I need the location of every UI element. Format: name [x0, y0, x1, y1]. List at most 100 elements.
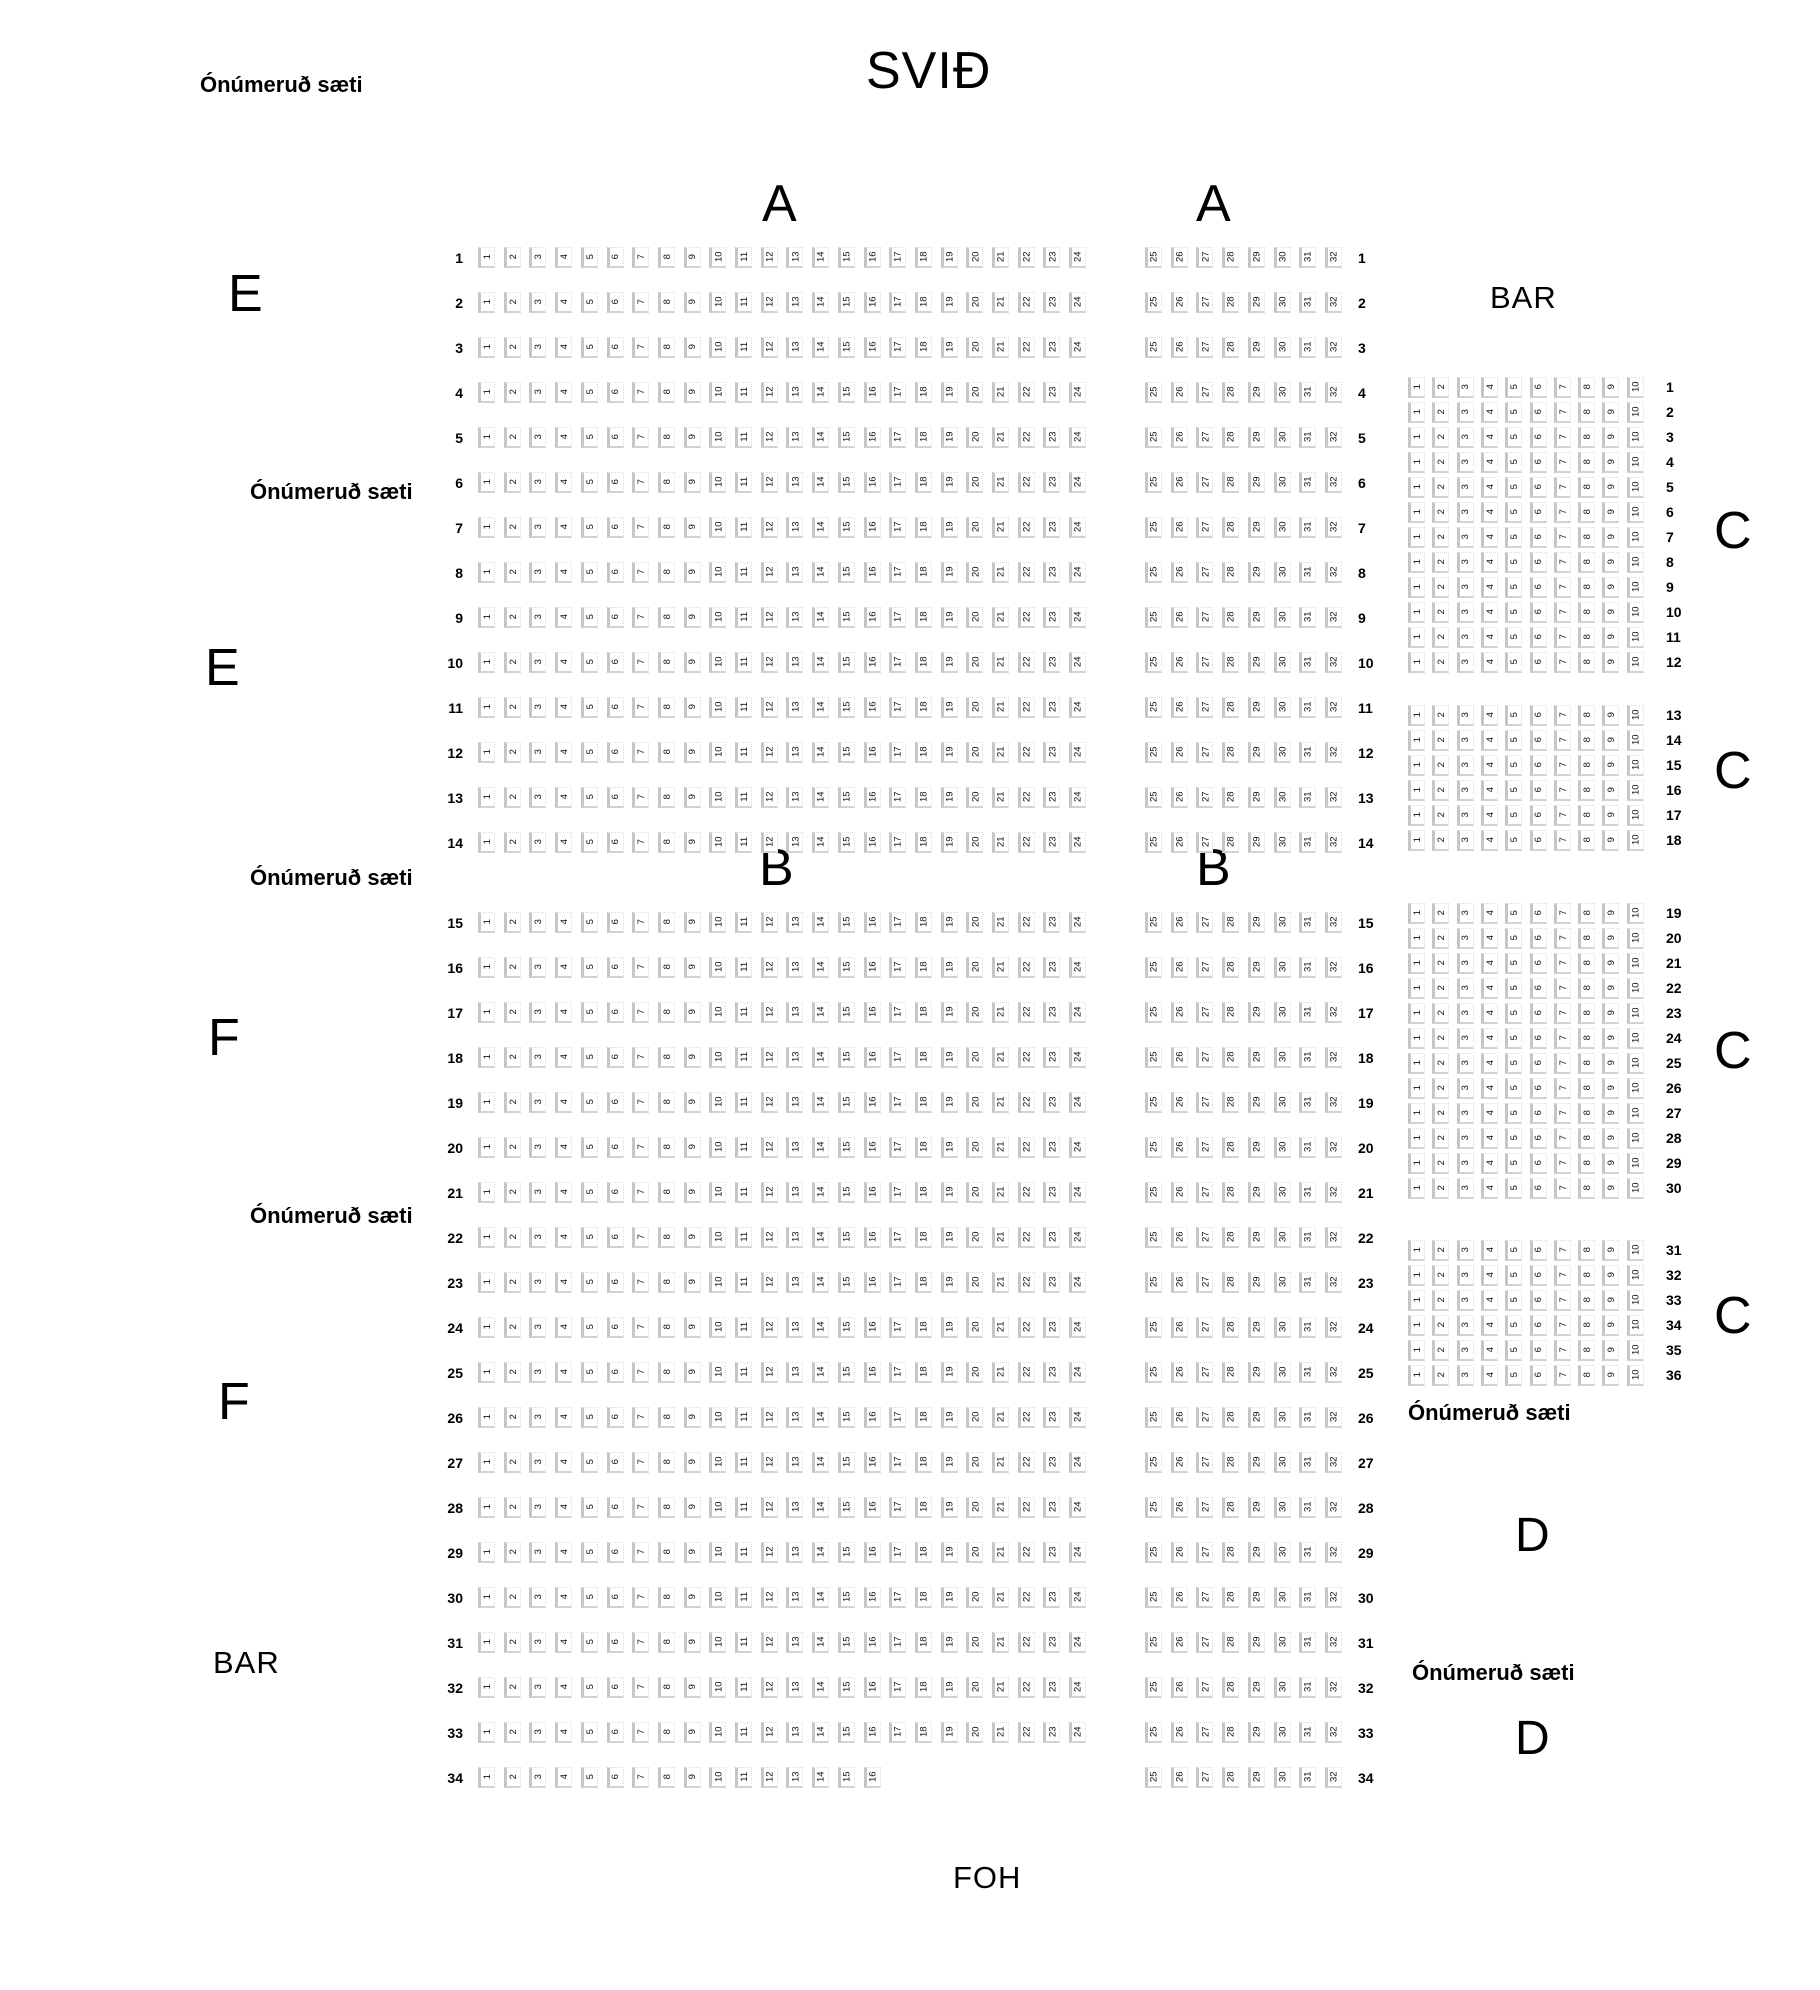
seat-main-4-3[interactable]: 3: [529, 382, 547, 403]
seat-main-7-5[interactable]: 5: [580, 517, 598, 538]
seat-c-26-10[interactable]: 10: [1626, 1078, 1644, 1099]
seat-main-19-25[interactable]: 25: [1145, 1092, 1162, 1113]
seat-main-15-16[interactable]: 16: [863, 912, 881, 933]
seat-main-6-21[interactable]: 21: [992, 472, 1009, 493]
seat-main-18-6[interactable]: 6: [606, 1047, 624, 1068]
seat-c-4-10[interactable]: 10: [1626, 452, 1644, 473]
seat-main-20-10[interactable]: 10: [709, 1137, 727, 1158]
seat-main-11-1[interactable]: 1: [478, 697, 495, 718]
seat-main-27-3[interactable]: 3: [529, 1452, 547, 1473]
seat-c-36-8[interactable]: 8: [1578, 1365, 1596, 1386]
seat-main-21-10[interactable]: 10: [709, 1182, 727, 1203]
seat-main-30-11[interactable]: 11: [735, 1587, 752, 1608]
seat-c-6-3[interactable]: 3: [1456, 502, 1474, 523]
seat-main-1-6[interactable]: 6: [606, 247, 624, 268]
seat-main-25-11[interactable]: 11: [735, 1362, 752, 1383]
seat-main-25-27[interactable]: 27: [1196, 1362, 1214, 1383]
seat-main-10-30[interactable]: 30: [1273, 652, 1291, 673]
seat-main-2-9[interactable]: 9: [683, 292, 701, 313]
seat-c-3-7[interactable]: 7: [1553, 427, 1571, 448]
seat-main-32-30[interactable]: 30: [1273, 1677, 1291, 1698]
seat-main-34-5[interactable]: 5: [580, 1767, 598, 1788]
seat-main-16-5[interactable]: 5: [580, 957, 598, 978]
seat-main-30-17[interactable]: 17: [889, 1587, 907, 1608]
seat-c-25-6[interactable]: 6: [1529, 1053, 1547, 1074]
seat-main-18-17[interactable]: 17: [889, 1047, 907, 1068]
seat-main-7-18[interactable]: 18: [914, 517, 932, 538]
seat-main-5-14[interactable]: 14: [812, 427, 830, 448]
seat-main-7-14[interactable]: 14: [812, 517, 830, 538]
seat-main-2-31[interactable]: 31: [1299, 292, 1317, 313]
seat-main-21-27[interactable]: 27: [1196, 1182, 1214, 1203]
seat-c-18-7[interactable]: 7: [1553, 830, 1571, 851]
seat-main-26-9[interactable]: 9: [683, 1407, 701, 1428]
seat-c-24-3[interactable]: 3: [1456, 1028, 1474, 1049]
seat-main-27-25[interactable]: 25: [1145, 1452, 1162, 1473]
seat-c-14-8[interactable]: 8: [1578, 730, 1596, 751]
seat-main-12-32[interactable]: 32: [1324, 742, 1342, 763]
seat-main-21-11[interactable]: 11: [735, 1182, 752, 1203]
seat-c-15-7[interactable]: 7: [1553, 755, 1571, 776]
seat-main-33-31[interactable]: 31: [1299, 1722, 1317, 1743]
seat-c-20-2[interactable]: 2: [1432, 928, 1450, 949]
seat-main-11-19[interactable]: 19: [940, 697, 958, 718]
seat-main-14-26[interactable]: 26: [1170, 832, 1188, 853]
seat-c-1-9[interactable]: 9: [1602, 377, 1620, 398]
seat-c-10-6[interactable]: 6: [1529, 602, 1547, 623]
seat-main-5-23[interactable]: 23: [1043, 427, 1061, 448]
seat-main-25-31[interactable]: 31: [1299, 1362, 1317, 1383]
seat-main-7-6[interactable]: 6: [606, 517, 624, 538]
seat-main-22-13[interactable]: 13: [786, 1227, 804, 1248]
seat-c-30-6[interactable]: 6: [1529, 1178, 1547, 1199]
seat-main-8-23[interactable]: 23: [1043, 562, 1061, 583]
seat-main-27-19[interactable]: 19: [940, 1452, 958, 1473]
seat-c-24-4[interactable]: 4: [1480, 1028, 1498, 1049]
seat-c-28-9[interactable]: 9: [1602, 1128, 1620, 1149]
seat-main-13-15[interactable]: 15: [837, 787, 855, 808]
seat-main-22-6[interactable]: 6: [606, 1227, 624, 1248]
seat-main-25-10[interactable]: 10: [709, 1362, 727, 1383]
seat-c-33-9[interactable]: 9: [1602, 1290, 1620, 1311]
seat-main-1-30[interactable]: 30: [1273, 247, 1291, 268]
seat-main-34-31[interactable]: 31: [1299, 1767, 1317, 1788]
seat-main-10-12[interactable]: 12: [760, 652, 778, 673]
seat-main-25-22[interactable]: 22: [1017, 1362, 1035, 1383]
seat-main-11-23[interactable]: 23: [1043, 697, 1061, 718]
seat-main-12-26[interactable]: 26: [1170, 742, 1188, 763]
seat-main-22-21[interactable]: 21: [992, 1227, 1009, 1248]
seat-c-20-5[interactable]: 5: [1505, 928, 1523, 949]
seat-c-31-9[interactable]: 9: [1602, 1240, 1620, 1261]
seat-main-15-17[interactable]: 17: [889, 912, 907, 933]
seat-main-17-12[interactable]: 12: [760, 1002, 778, 1023]
seat-main-16-7[interactable]: 7: [632, 957, 650, 978]
seat-main-26-29[interactable]: 29: [1247, 1407, 1265, 1428]
seat-main-31-10[interactable]: 10: [709, 1632, 727, 1653]
seat-main-21-5[interactable]: 5: [580, 1182, 598, 1203]
seat-c-11-2[interactable]: 2: [1432, 627, 1450, 648]
seat-main-3-19[interactable]: 19: [940, 337, 958, 358]
seat-main-5-25[interactable]: 25: [1145, 427, 1162, 448]
seat-main-8-5[interactable]: 5: [580, 562, 598, 583]
seat-main-30-1[interactable]: 1: [478, 1587, 495, 1608]
seat-c-35-9[interactable]: 9: [1602, 1340, 1620, 1361]
seat-main-4-22[interactable]: 22: [1017, 382, 1035, 403]
seat-c-15-9[interactable]: 9: [1602, 755, 1620, 776]
seat-c-3-4[interactable]: 4: [1480, 427, 1498, 448]
seat-main-6-22[interactable]: 22: [1017, 472, 1035, 493]
seat-main-22-4[interactable]: 4: [555, 1227, 573, 1248]
seat-c-30-10[interactable]: 10: [1626, 1178, 1644, 1199]
seat-c-9-9[interactable]: 9: [1602, 577, 1620, 598]
seat-main-8-17[interactable]: 17: [889, 562, 907, 583]
seat-main-8-12[interactable]: 12: [760, 562, 778, 583]
seat-main-12-28[interactable]: 28: [1222, 742, 1240, 763]
seat-main-8-24[interactable]: 24: [1069, 562, 1087, 583]
seat-main-2-32[interactable]: 32: [1324, 292, 1342, 313]
seat-main-9-17[interactable]: 17: [889, 607, 907, 628]
seat-main-20-19[interactable]: 19: [940, 1137, 958, 1158]
seat-c-5-1[interactable]: 1: [1408, 477, 1425, 498]
seat-main-21-2[interactable]: 2: [503, 1182, 521, 1203]
seat-c-1-6[interactable]: 6: [1529, 377, 1547, 398]
seat-main-5-2[interactable]: 2: [503, 427, 521, 448]
seat-main-17-23[interactable]: 23: [1043, 1002, 1061, 1023]
seat-c-1-3[interactable]: 3: [1456, 377, 1474, 398]
